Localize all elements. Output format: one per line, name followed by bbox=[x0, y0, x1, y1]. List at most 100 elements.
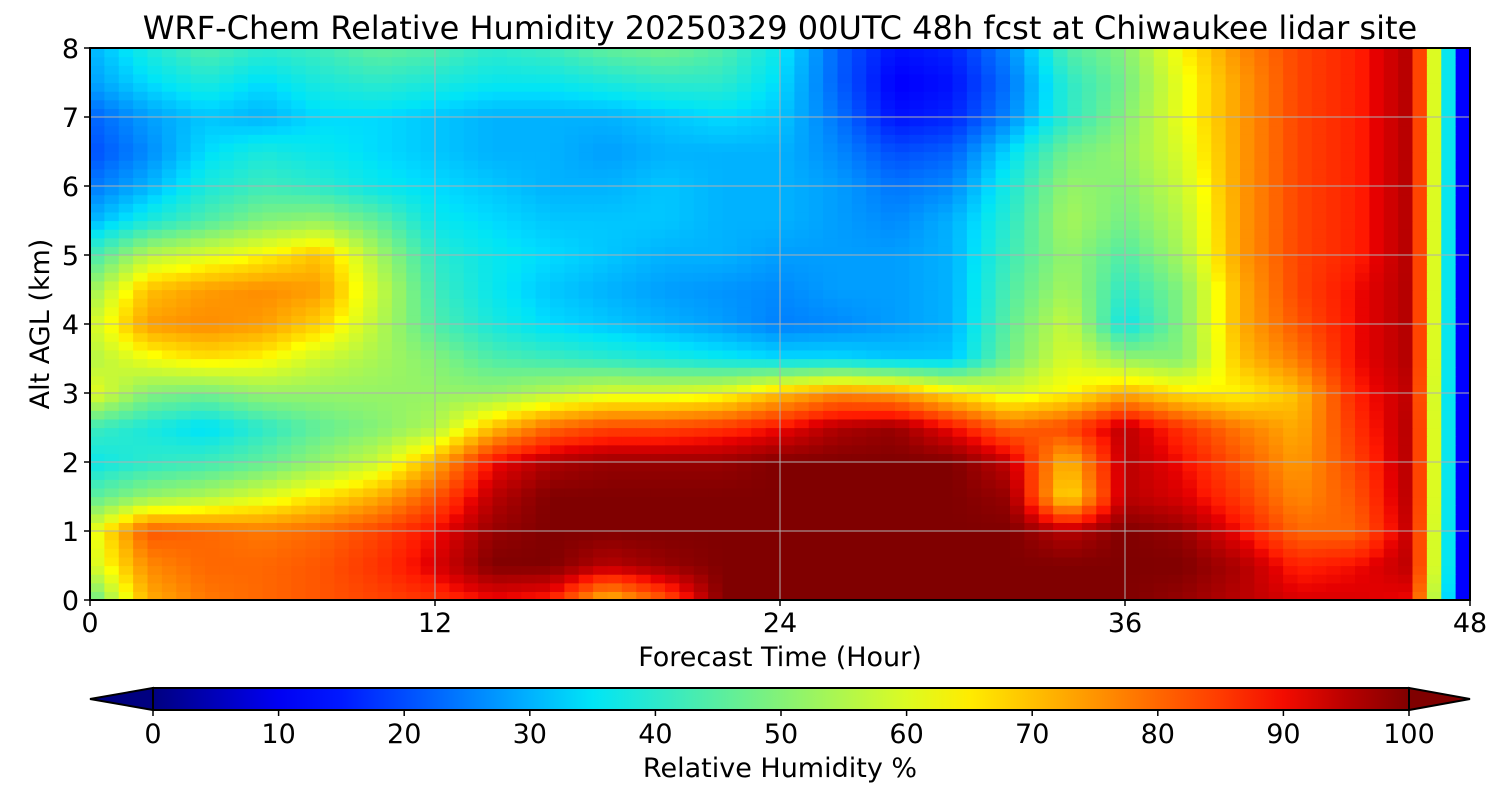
heatmap-cell bbox=[391, 574, 407, 584]
heatmap-cell bbox=[320, 384, 335, 394]
heatmap-cell bbox=[665, 263, 680, 273]
heatmap-cell bbox=[895, 237, 910, 247]
heatmap-cell bbox=[176, 341, 192, 351]
heatmap-cell bbox=[952, 168, 968, 178]
heatmap-cell bbox=[578, 246, 594, 256]
heatmap-cell bbox=[909, 168, 925, 178]
heatmap-cell bbox=[708, 324, 724, 334]
heatmap-cell bbox=[1225, 548, 1241, 558]
heatmap-cell bbox=[1455, 401, 1470, 411]
heatmap-cell bbox=[751, 436, 767, 446]
heatmap-cell bbox=[478, 272, 494, 282]
heatmap-cell bbox=[607, 237, 623, 247]
heatmap-cell bbox=[492, 427, 508, 437]
heatmap-cell bbox=[621, 453, 637, 463]
heatmap-cell bbox=[521, 487, 537, 498]
heatmap-cell bbox=[1125, 315, 1140, 325]
heatmap-cell bbox=[1053, 298, 1069, 308]
heatmap-cell bbox=[233, 565, 249, 575]
heatmap-cell bbox=[406, 505, 422, 515]
heatmap-cell bbox=[837, 289, 853, 299]
heatmap-cell bbox=[693, 280, 709, 291]
heatmap-cell bbox=[233, 556, 249, 567]
heatmap-cell bbox=[1283, 349, 1299, 360]
heatmap-cell bbox=[478, 358, 494, 368]
heatmap-cell bbox=[837, 229, 853, 239]
heatmap-cell bbox=[1110, 531, 1126, 541]
heatmap-cell bbox=[190, 151, 206, 161]
heatmap-cell bbox=[1096, 280, 1112, 291]
heatmap-cell bbox=[1412, 505, 1428, 515]
heatmap-cell bbox=[665, 453, 680, 463]
heatmap-cell bbox=[449, 393, 465, 403]
heatmap-cell bbox=[521, 522, 537, 532]
heatmap-cell bbox=[607, 384, 623, 394]
heatmap-cell bbox=[1254, 151, 1270, 161]
heatmap-cell bbox=[1297, 194, 1313, 204]
heatmap-cell bbox=[923, 358, 939, 368]
heatmap-cell bbox=[1225, 591, 1241, 600]
heatmap-cell bbox=[1426, 324, 1442, 334]
heatmap-cell bbox=[1426, 375, 1442, 385]
heatmap-cell bbox=[880, 272, 896, 282]
heatmap-cell bbox=[478, 186, 494, 196]
heatmap-cell bbox=[780, 246, 795, 256]
heatmap-cell bbox=[1168, 401, 1184, 411]
heatmap-cell bbox=[1139, 280, 1155, 291]
heatmap-cell bbox=[391, 505, 407, 515]
heatmap-cell bbox=[1010, 418, 1025, 429]
heatmap-cell bbox=[1455, 263, 1470, 273]
heatmap-cell bbox=[880, 384, 896, 394]
heatmap-cell bbox=[938, 531, 954, 541]
heatmap-cell bbox=[1196, 211, 1212, 222]
heatmap-cell bbox=[1010, 522, 1025, 532]
heatmap-cell bbox=[219, 332, 235, 342]
heatmap-cell bbox=[463, 591, 479, 600]
heatmap-cell bbox=[334, 548, 350, 558]
heatmap-cell bbox=[1254, 315, 1270, 325]
heatmap-cell bbox=[492, 160, 508, 170]
heatmap-cell bbox=[1139, 246, 1155, 256]
heatmap-cell bbox=[1182, 505, 1198, 515]
heatmap-cell bbox=[291, 332, 307, 342]
heatmap-cell bbox=[866, 186, 882, 196]
heatmap-cell bbox=[463, 418, 479, 429]
heatmap-cell bbox=[363, 194, 379, 204]
heatmap-cell bbox=[276, 591, 292, 600]
heatmap-cell bbox=[1038, 272, 1054, 282]
heatmap-cell bbox=[1024, 203, 1040, 213]
heatmap-cell bbox=[521, 479, 537, 489]
heatmap-cell bbox=[492, 384, 508, 394]
heatmap-cell bbox=[1383, 324, 1399, 334]
heatmap-cell bbox=[981, 194, 997, 204]
heatmap-cell bbox=[765, 315, 781, 325]
heatmap-cell bbox=[1010, 462, 1025, 472]
heatmap-cell bbox=[1168, 324, 1184, 334]
heatmap-cell bbox=[621, 324, 637, 334]
heatmap-cell bbox=[823, 565, 839, 575]
heatmap-cell bbox=[966, 263, 982, 273]
heatmap-cell bbox=[751, 151, 767, 161]
heatmap-cell bbox=[147, 332, 163, 342]
heatmap-cell bbox=[995, 436, 1011, 446]
heatmap-cell bbox=[291, 462, 307, 472]
heatmap-cell bbox=[550, 263, 565, 273]
heatmap-cell bbox=[377, 367, 393, 377]
heatmap-cell bbox=[205, 168, 220, 178]
heatmap-cell bbox=[176, 479, 192, 489]
heatmap-cell bbox=[981, 151, 997, 161]
heatmap-cell bbox=[118, 315, 134, 325]
heatmap-cell bbox=[320, 194, 335, 204]
heatmap-cell bbox=[823, 203, 839, 213]
heatmap-cell bbox=[1254, 574, 1270, 584]
heatmap-cell bbox=[1139, 358, 1155, 368]
heatmap-cell bbox=[1182, 280, 1198, 291]
heatmap-cell bbox=[276, 513, 292, 523]
heatmap-cell bbox=[722, 341, 738, 351]
heatmap-cell bbox=[205, 565, 220, 575]
heatmap-cell bbox=[1182, 186, 1198, 196]
heatmap-cell bbox=[564, 418, 580, 429]
heatmap-cell bbox=[909, 375, 925, 385]
heatmap-cell bbox=[1139, 556, 1155, 567]
heatmap-cell bbox=[320, 505, 335, 515]
